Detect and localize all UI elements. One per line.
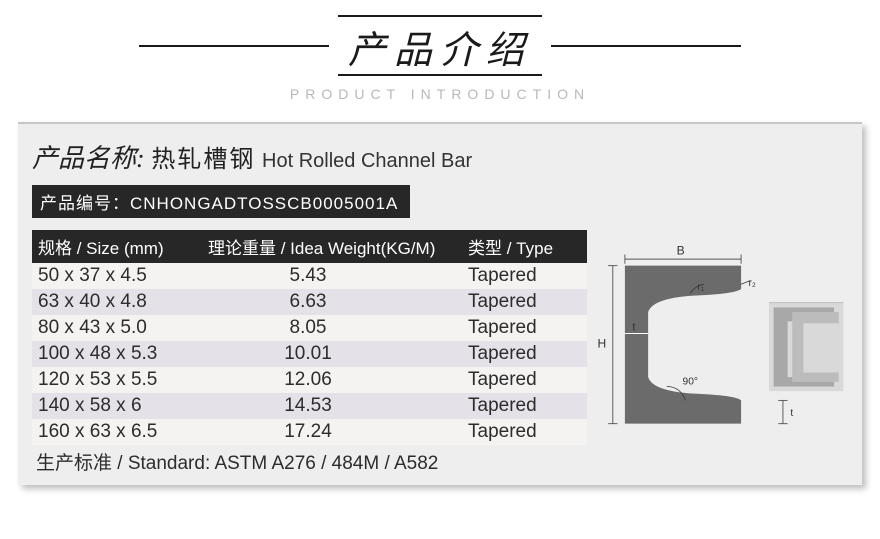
cell-weight: 17.24 bbox=[208, 421, 468, 443]
label-B: B bbox=[677, 243, 685, 257]
label-t2: t bbox=[790, 408, 793, 419]
table-body: 50 x 37 x 4.55.43Tapered63 x 40 x 4.86.6… bbox=[32, 263, 587, 445]
title-en: PRODUCT INTRODUCTION bbox=[0, 86, 880, 102]
th-weight: 理论重量 / Idea Weight(KG/M) bbox=[208, 234, 468, 259]
cell-size: 140 x 58 x 6 bbox=[38, 395, 208, 417]
cell-weight: 12.06 bbox=[208, 369, 468, 391]
label-angle: 90° bbox=[683, 377, 698, 388]
table-header: 规格 / Size (mm) 理论重量 / Idea Weight(KG/M) … bbox=[32, 230, 587, 263]
cell-type: Tapered bbox=[468, 343, 581, 365]
label-r2: r₂ bbox=[749, 278, 756, 289]
cell-weight: 5.43 bbox=[208, 265, 468, 287]
title-wrap: 产品介绍 bbox=[134, 15, 747, 76]
cell-weight: 6.63 bbox=[208, 291, 468, 313]
th-type: 类型 / Type bbox=[468, 234, 581, 259]
table-row: 63 x 40 x 4.86.63Tapered bbox=[32, 289, 587, 315]
product-name-row: 产品名称: 热轧槽钢 Hot Rolled Channel Bar bbox=[32, 138, 848, 175]
cell-size: 80 x 43 x 5.0 bbox=[38, 317, 208, 339]
label-r1: r₁ bbox=[697, 282, 704, 293]
table-row: 50 x 37 x 4.55.43Tapered bbox=[32, 263, 587, 289]
cell-type: Tapered bbox=[468, 317, 581, 339]
product-name-label: 产品名称: bbox=[32, 144, 145, 173]
title-line-right bbox=[551, 45, 741, 47]
cell-type: Tapered bbox=[468, 421, 581, 443]
channel-photo-icon bbox=[769, 303, 843, 391]
product-panel: 产品名称: 热轧槽钢 Hot Rolled Channel Bar 产品编号：C… bbox=[18, 122, 862, 485]
cell-weight: 10.01 bbox=[208, 343, 468, 365]
product-name-en: Hot Rolled Channel Bar bbox=[262, 150, 472, 172]
channel-diagram: B H t r₁ r₂ 90° bbox=[597, 230, 848, 450]
table-row: 120 x 53 x 5.512.06Tapered bbox=[32, 367, 587, 393]
cell-size: 160 x 63 x 6.5 bbox=[38, 421, 208, 443]
product-code-badge: 产品编号：CNHONGADTOSSCB0005001A bbox=[32, 185, 410, 218]
th-size: 规格 / Size (mm) bbox=[38, 234, 208, 259]
cell-type: Tapered bbox=[468, 265, 581, 287]
cell-size: 120 x 53 x 5.5 bbox=[38, 369, 208, 391]
cell-type: Tapered bbox=[468, 369, 581, 391]
table-row: 100 x 48 x 5.310.01Tapered bbox=[32, 341, 587, 367]
table-row: 80 x 43 x 5.08.05Tapered bbox=[32, 315, 587, 341]
product-code-value: CNHONGADTOSSCB0005001A bbox=[130, 194, 398, 213]
cell-size: 50 x 37 x 4.5 bbox=[38, 265, 208, 287]
title-cn: 产品介绍 bbox=[338, 15, 542, 76]
cell-weight: 14.53 bbox=[208, 395, 468, 417]
cell-type: Tapered bbox=[468, 395, 581, 417]
cell-weight: 8.05 bbox=[208, 317, 468, 339]
title-line-left bbox=[139, 45, 329, 47]
channel-profile bbox=[625, 266, 741, 424]
product-name-cn: 热轧槽钢 bbox=[151, 146, 255, 173]
cell-size: 100 x 48 x 5.3 bbox=[38, 343, 208, 365]
label-H: H bbox=[598, 336, 607, 350]
diagram-svg: B H t r₁ r₂ 90° bbox=[597, 230, 848, 450]
spec-table: 规格 / Size (mm) 理论重量 / Idea Weight(KG/M) … bbox=[32, 230, 587, 475]
table-row: 160 x 63 x 6.517.24Tapered bbox=[32, 419, 587, 445]
cell-type: Tapered bbox=[468, 291, 581, 313]
cell-size: 63 x 40 x 4.8 bbox=[38, 291, 208, 313]
page-header: 产品介绍 PRODUCT INTRODUCTION bbox=[0, 0, 880, 102]
product-code-label: 产品编号： bbox=[40, 194, 130, 213]
table-row: 140 x 58 x 614.53Tapered bbox=[32, 393, 587, 419]
standard-text: 生产标准 / Standard: ASTM A276 / 484M / A582 bbox=[32, 445, 587, 475]
content-row: 规格 / Size (mm) 理论重量 / Idea Weight(KG/M) … bbox=[32, 230, 848, 475]
